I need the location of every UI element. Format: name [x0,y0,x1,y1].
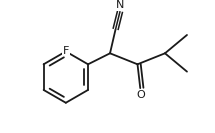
Text: O: O [136,90,145,100]
Text: N: N [116,0,124,10]
Text: F: F [63,45,69,56]
